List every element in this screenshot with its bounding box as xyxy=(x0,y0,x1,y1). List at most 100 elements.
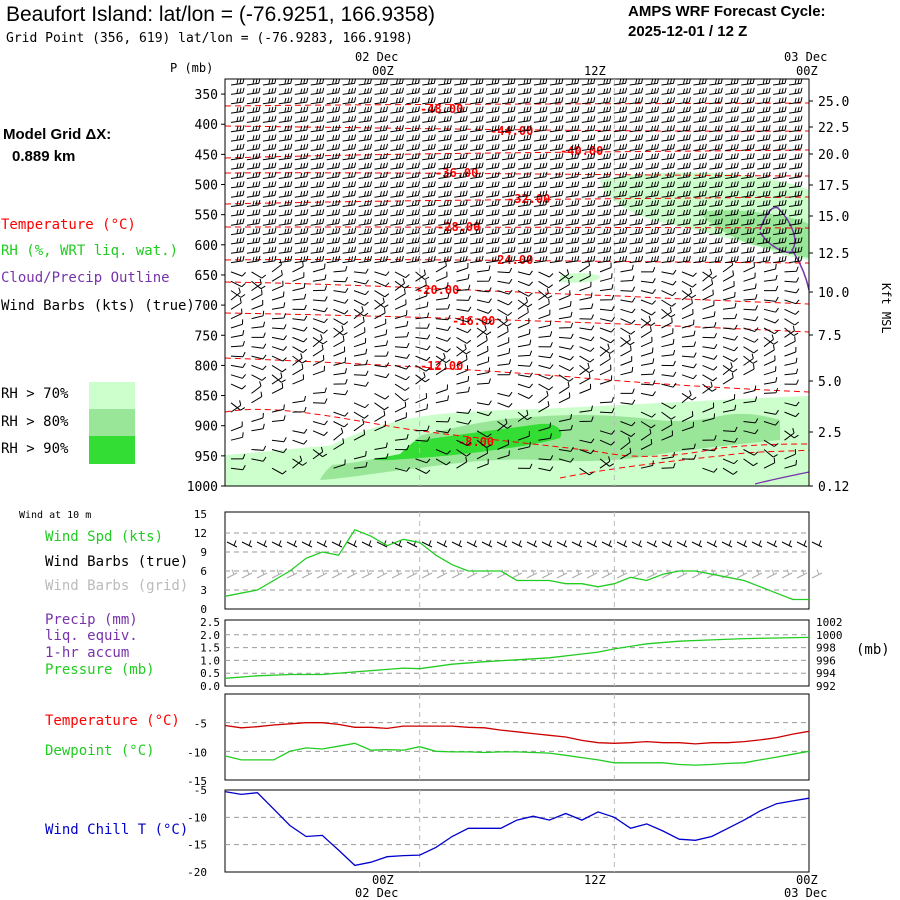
wind-barb xyxy=(502,162,516,170)
wind-barb xyxy=(486,246,500,254)
wind-barb xyxy=(271,372,283,385)
wind-barb xyxy=(374,271,390,276)
wind-barb xyxy=(579,281,592,292)
wind-barb xyxy=(599,305,615,312)
wind-barb xyxy=(326,181,341,189)
wind-barb xyxy=(763,409,779,415)
wind-barb xyxy=(789,97,803,105)
wind-barb xyxy=(476,276,492,282)
wind-barb xyxy=(640,428,652,441)
wind-barb xyxy=(579,467,594,476)
wind-barb xyxy=(497,450,510,460)
wind-barb xyxy=(784,430,799,439)
wind-barb xyxy=(709,218,723,226)
wind-barb xyxy=(278,162,293,170)
wind-barb xyxy=(709,209,723,217)
wind-barb xyxy=(278,78,293,86)
wind-barb xyxy=(251,423,265,432)
wind-barb xyxy=(640,391,656,397)
wind-barb xyxy=(454,209,468,217)
wind-barb xyxy=(645,106,659,114)
wind-barb xyxy=(390,78,404,86)
wind-barb xyxy=(230,209,245,217)
wind-barb xyxy=(743,305,759,311)
wind-barb xyxy=(709,87,723,95)
wind-barb xyxy=(661,106,675,114)
wind-barb xyxy=(693,246,707,254)
wind-barb xyxy=(681,390,692,404)
temperature-contour-label: -16.00 xyxy=(452,314,495,328)
wind-barb xyxy=(390,125,404,133)
wind-barb xyxy=(784,299,800,305)
wind-barb xyxy=(230,298,242,310)
legend-surface-temperature: Temperature (°C) xyxy=(45,713,180,729)
wind-barb xyxy=(312,307,328,313)
pressure-tick-label: 750 xyxy=(195,329,218,344)
wind-barb xyxy=(784,325,795,338)
wind-barb xyxy=(517,78,532,86)
wind-barb xyxy=(725,115,739,123)
wind-barb xyxy=(517,350,533,357)
wind-barb xyxy=(406,199,420,207)
wind-barb xyxy=(486,106,500,114)
wind-barb xyxy=(743,429,759,435)
wind-barb xyxy=(725,218,739,226)
wind-barb xyxy=(597,246,612,254)
wind-barb xyxy=(422,171,436,179)
wind-barb-true xyxy=(271,540,283,548)
pressure-tick-label: 350 xyxy=(195,88,218,103)
wind-barb xyxy=(326,87,341,95)
wind-barb xyxy=(702,333,717,339)
wind-barb xyxy=(333,308,349,315)
legend-dewpoint: Dewpoint (°C) xyxy=(45,743,155,759)
wind-barb xyxy=(629,97,644,105)
wind-barb xyxy=(456,344,467,357)
wind-barb xyxy=(476,367,491,376)
wind-barb xyxy=(693,237,707,245)
wind-barb xyxy=(784,401,800,407)
wind-barb xyxy=(454,78,468,86)
wind-barb xyxy=(454,153,468,161)
wind-barb xyxy=(454,246,468,254)
wind-barb xyxy=(681,352,697,358)
wind-barb xyxy=(620,447,632,460)
wind-barb xyxy=(613,209,628,217)
temp-tick-label: -15 xyxy=(187,775,207,788)
wind-barb xyxy=(342,115,357,123)
wind-barb xyxy=(271,448,287,454)
wind-barb xyxy=(246,106,261,114)
wind-barb xyxy=(613,171,628,179)
wind-barb xyxy=(533,143,548,151)
wind-barb xyxy=(645,171,659,179)
wind-barb xyxy=(789,153,803,161)
wind-barb xyxy=(757,255,771,264)
wind-barb xyxy=(661,199,675,207)
wind-barb xyxy=(789,246,803,254)
wind-barb xyxy=(502,125,516,133)
wind-barb xyxy=(538,433,552,441)
wind-barb xyxy=(415,371,426,385)
precip-tick-label: 1.0 xyxy=(200,654,220,667)
wind-barb xyxy=(358,153,372,161)
wind-barb xyxy=(725,134,739,142)
wind-barb xyxy=(230,227,245,236)
wind-barb xyxy=(358,199,372,207)
wind-barb xyxy=(722,270,734,282)
wind-barb xyxy=(722,467,738,475)
wind-barb xyxy=(278,181,293,189)
wind-chill-line xyxy=(224,790,810,867)
wind-panel-frame xyxy=(224,511,810,610)
wind-barb xyxy=(374,218,388,226)
wind-barb xyxy=(517,190,532,198)
wind-barb xyxy=(773,143,787,151)
wind-barb-grid xyxy=(361,569,373,579)
wind-barb xyxy=(784,449,796,460)
wind-barb xyxy=(476,356,490,366)
wind-barb xyxy=(326,190,341,198)
wind-barb xyxy=(406,255,420,264)
wind-barb xyxy=(374,181,388,189)
bottom-tick-00z-2: 00Z xyxy=(796,873,818,887)
wind-barb xyxy=(581,87,596,95)
wind-barb xyxy=(599,273,613,282)
height-tick-label: 7.5 xyxy=(818,329,841,344)
